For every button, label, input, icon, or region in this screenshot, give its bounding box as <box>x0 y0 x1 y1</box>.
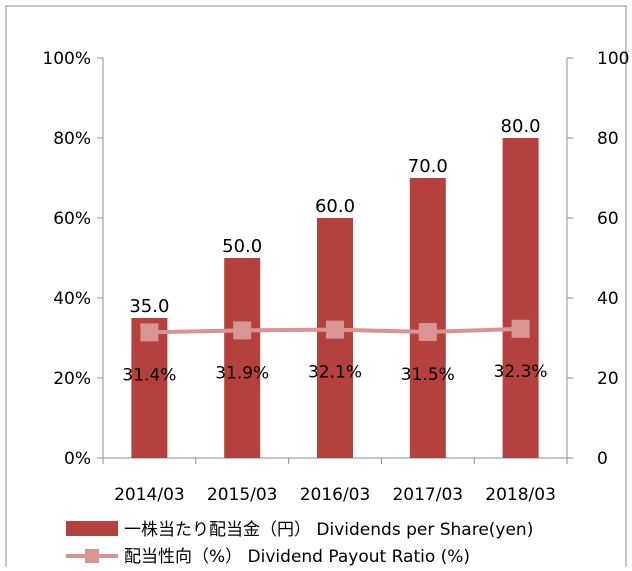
payout-ratio-marker <box>326 320 344 339</box>
labels-layer: 35.0 50.0 60.0 70.0 80.0 31.4% 31.9% 32.1% 31.5%… <box>122 116 547 385</box>
payout-ratio-label: 31.9% <box>215 363 269 383</box>
right-tick-label: 0 <box>597 449 608 469</box>
legend-label-line: 配当性向（%） Dividend Payout Ratio (%) <box>124 547 470 567</box>
left-tick-label: 40% <box>53 289 91 309</box>
bar-value-label: 35.0 <box>129 296 169 317</box>
left-tick-label: 60% <box>53 209 91 229</box>
payout-ratio-label: 32.3% <box>494 362 548 382</box>
right-tick-label: 40 <box>597 289 619 309</box>
legend-swatch-marker <box>85 549 99 563</box>
right-tick-label: 80 <box>597 129 619 149</box>
legend-swatch-bars <box>66 521 118 536</box>
x-tick-label: 2014/03 <box>114 485 185 505</box>
x-tick-label: 2017/03 <box>392 485 463 505</box>
legend-label-bars: 一株当たり配当金（円） Dividends per Share(yen) <box>124 520 533 540</box>
right-tick-label: 100 <box>597 49 629 69</box>
payout-ratio-marker <box>511 319 530 338</box>
payout-ratio-marker <box>140 323 159 342</box>
bar-value-label: 50.0 <box>222 236 262 257</box>
legend: 一株当たり配当金（円） Dividends per Share(yen) 配当性… <box>66 520 533 567</box>
bar-value-label: 80.0 <box>501 116 541 137</box>
right-tick-label: 20 <box>597 369 619 389</box>
right-tick-label: 60 <box>597 209 619 229</box>
bar-value-label: 70.0 <box>408 156 448 177</box>
left-tick-label: 20% <box>53 369 91 389</box>
bar <box>224 258 261 458</box>
line-layer <box>140 319 530 342</box>
x-tick-label: 2018/03 <box>485 485 556 505</box>
left-tick-label: 100% <box>42 49 91 69</box>
payout-ratio-label: 31.5% <box>401 365 455 385</box>
bar <box>409 178 446 458</box>
x-tick-label: 2016/03 <box>300 485 371 505</box>
payout-ratio-label: 32.1% <box>308 363 362 383</box>
bar <box>502 138 539 458</box>
axes-layer: 0% 20% 40% 60% 80% 100% 0 20 40 60 80 100 2014/03 201… <box>42 49 629 505</box>
payout-ratio-label: 31.4% <box>122 365 176 385</box>
payout-ratio-marker <box>418 323 437 341</box>
x-tick-label: 2015/03 <box>207 485 278 505</box>
bar-value-label: 60.0 <box>315 196 355 217</box>
payout-ratio-marker <box>233 321 252 340</box>
left-tick-label: 80% <box>53 129 91 149</box>
left-tick-label: 0% <box>64 449 91 469</box>
